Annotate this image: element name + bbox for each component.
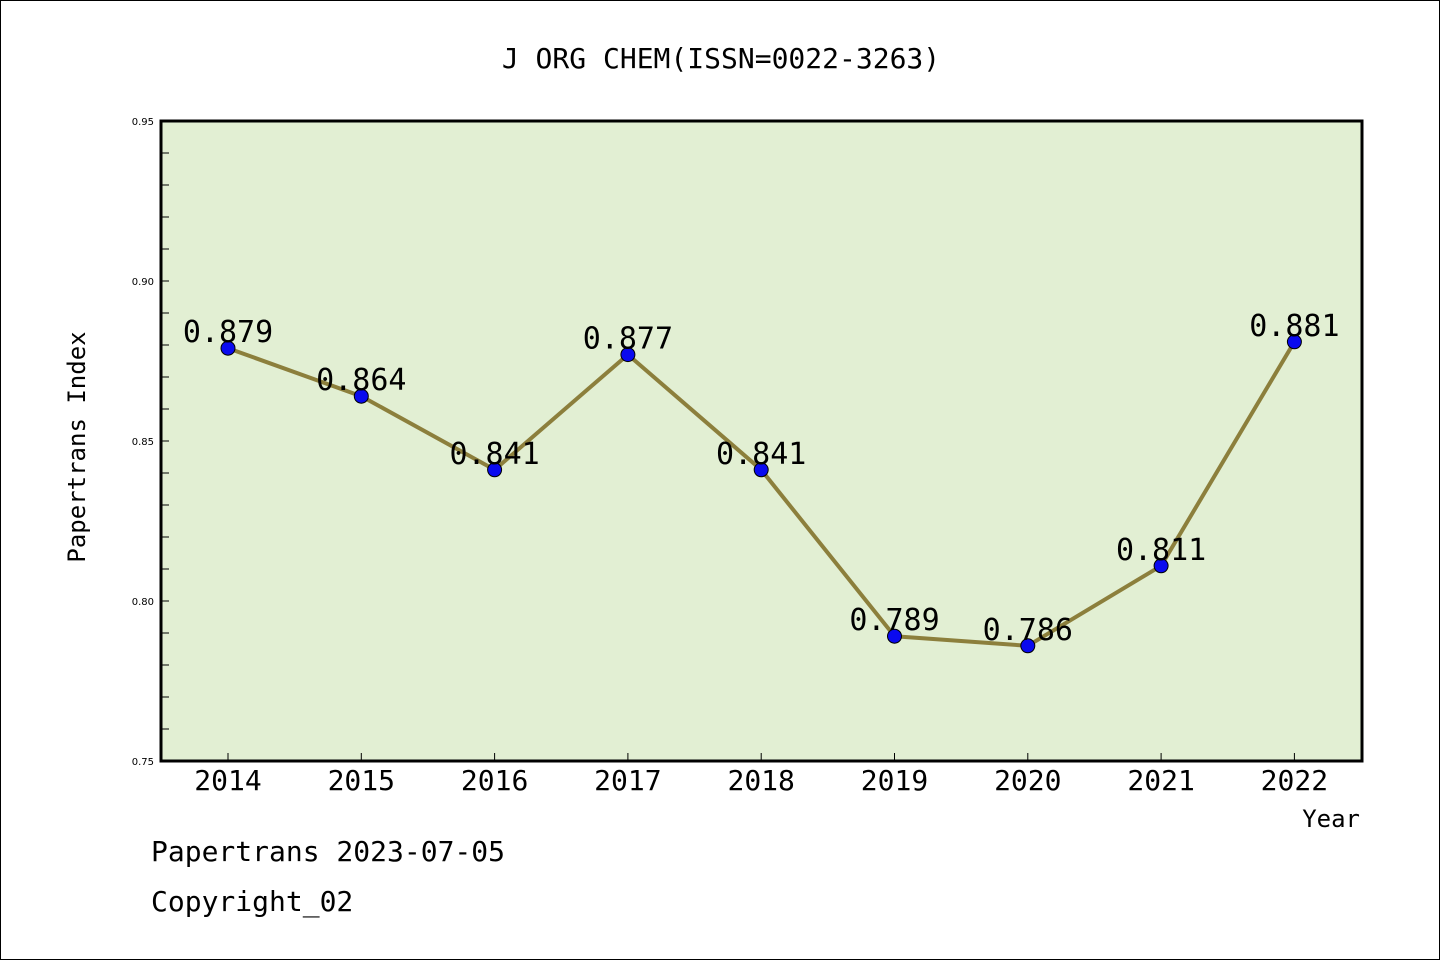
data-points	[220, 334, 1302, 654]
y-tick-label: 0.95	[132, 117, 154, 128]
data-point	[1286, 334, 1302, 350]
data-point	[1020, 638, 1036, 654]
plot-area	[159, 119, 1364, 763]
data-label: 0.841	[716, 437, 806, 472]
data-label: 0.811	[1116, 533, 1206, 568]
data-point	[753, 462, 769, 478]
x-tick-label: 2019	[861, 764, 928, 797]
data-labels: 0.879 0.864 0.841 0.877 0.841 0.789 0.786 0.811…	[183, 309, 1340, 648]
y-tick-label: 0.75	[132, 757, 154, 768]
y-tick-label: 0.90	[132, 277, 154, 288]
x-tick-label: 2021	[1127, 764, 1194, 797]
chart-title: J ORG CHEM(ISSN=0022-3263)	[502, 42, 940, 75]
data-point	[1153, 558, 1169, 574]
footer-copyright: Copyright_02	[151, 885, 354, 918]
y-tick-label: 0.80	[132, 597, 154, 608]
x-tick-label: 2017	[594, 764, 661, 797]
x-tick-labels: 2014 2015 2016 2017 2018 2019 2020 2021 2022	[194, 764, 1328, 797]
y-tick-labels: 0.75 0.80 0.85 0.90 0.95	[132, 117, 154, 768]
data-point	[353, 388, 369, 404]
y-axis-label: Papertrans Index	[63, 331, 91, 562]
x-tick-label: 2015	[328, 764, 395, 797]
data-label: 0.786	[983, 613, 1073, 648]
y-tick-label: 0.85	[132, 437, 154, 448]
data-point	[620, 347, 636, 363]
data-label: 0.881	[1249, 309, 1339, 344]
data-point	[487, 462, 503, 478]
x-tick-label: 2016	[461, 764, 528, 797]
data-point	[887, 628, 902, 644]
data-point	[220, 340, 236, 356]
x-tick-label: 2014	[194, 764, 261, 797]
x-ticks	[227, 753, 1295, 761]
y-minor-ticks	[161, 120, 169, 762]
x-tick-label: 2018	[727, 764, 794, 797]
x-tick-label: 2020	[994, 764, 1061, 797]
data-label: 0.864	[316, 363, 406, 398]
x-axis-label: Year	[1302, 805, 1360, 833]
x-tick-label: 2022	[1261, 764, 1328, 797]
data-label: 0.879	[183, 315, 273, 350]
data-label: 0.841	[449, 437, 539, 472]
data-label: 0.877	[583, 322, 673, 357]
footer-date: Papertrans 2023-07-05	[151, 835, 506, 868]
data-label: 0.789	[849, 603, 939, 638]
